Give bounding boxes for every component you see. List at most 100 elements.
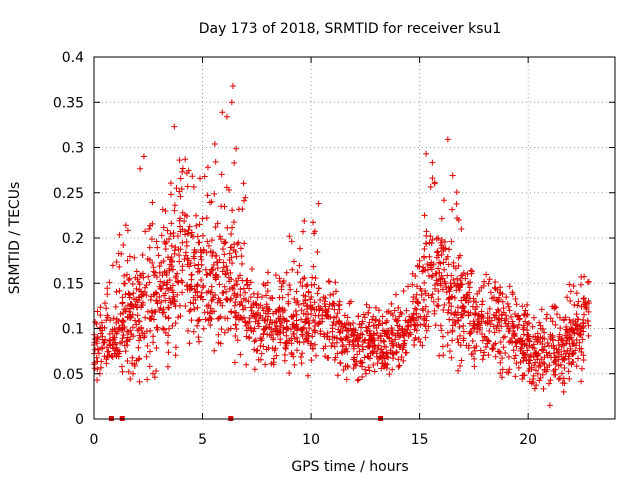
data-point <box>546 402 553 409</box>
data-point <box>534 352 541 359</box>
data-point <box>486 305 493 312</box>
data-point <box>477 324 484 331</box>
data-point <box>464 291 471 298</box>
data-point <box>166 265 173 272</box>
data-point <box>365 364 372 371</box>
data-point <box>449 337 456 344</box>
data-point <box>400 287 407 294</box>
data-point <box>147 327 154 334</box>
data-point <box>361 314 368 321</box>
data-point <box>560 388 567 395</box>
data-point <box>556 314 563 321</box>
data-point <box>426 272 433 279</box>
data-point <box>212 158 219 165</box>
data-point <box>219 109 226 116</box>
data-point <box>286 282 293 289</box>
data-point <box>283 318 290 325</box>
data-point <box>574 316 581 323</box>
data-point <box>358 320 365 327</box>
data-point <box>541 354 548 361</box>
data-point <box>199 232 206 239</box>
data-point <box>215 339 222 346</box>
data-point <box>194 322 201 329</box>
data-point <box>373 316 380 323</box>
data-point <box>366 319 373 326</box>
data-point <box>506 339 513 346</box>
data-point <box>127 375 134 382</box>
data-point <box>487 289 494 296</box>
data-point <box>227 244 234 251</box>
data-point <box>166 295 173 302</box>
data-point <box>261 327 268 334</box>
data-point <box>234 337 241 344</box>
data-point <box>254 290 261 297</box>
data-point <box>209 237 216 244</box>
data-point <box>146 244 153 251</box>
data-point <box>400 357 407 364</box>
data-point <box>479 298 486 305</box>
data-point <box>583 305 590 312</box>
data-point <box>332 279 339 286</box>
data-point <box>429 175 436 182</box>
data-point <box>281 357 288 364</box>
data-point <box>414 299 421 306</box>
data-point <box>457 342 464 349</box>
data-point <box>280 278 287 285</box>
data-point <box>428 266 435 273</box>
data-point <box>135 356 142 363</box>
data-point <box>432 285 439 292</box>
data-point <box>106 279 113 286</box>
data-point <box>407 331 414 338</box>
data-point <box>524 311 531 318</box>
data-point <box>336 306 343 313</box>
x-tick-label: 20 <box>519 432 537 448</box>
data-point <box>552 371 559 378</box>
data-point <box>204 238 211 245</box>
data-point <box>161 326 168 333</box>
data-point <box>307 296 314 303</box>
data-point <box>251 366 258 373</box>
data-point <box>331 356 338 363</box>
data-point <box>405 283 412 290</box>
data-point <box>524 301 531 308</box>
x-tick-label: 5 <box>198 432 207 448</box>
data-point <box>214 220 221 227</box>
data-point <box>174 291 181 298</box>
data-point <box>455 284 462 291</box>
data-point <box>113 259 120 266</box>
data-point <box>555 342 562 349</box>
data-point <box>193 212 200 219</box>
data-point <box>142 228 149 235</box>
data-point <box>130 370 137 377</box>
axis-ticks <box>93 56 615 420</box>
data-point <box>443 284 450 291</box>
data-point <box>122 222 129 229</box>
data-point <box>540 347 547 354</box>
data-point <box>532 349 539 356</box>
data-point <box>469 337 476 344</box>
data-point <box>436 259 443 266</box>
data-point <box>569 340 576 347</box>
data-point <box>133 303 140 310</box>
data-point <box>119 317 126 324</box>
data-point <box>138 288 145 295</box>
data-point <box>320 294 327 301</box>
data-point <box>351 356 358 363</box>
data-point <box>259 315 266 322</box>
data-point <box>153 297 160 304</box>
data-point <box>403 330 410 337</box>
data-point <box>456 287 463 294</box>
data-point <box>387 349 394 356</box>
data-point <box>232 299 239 306</box>
data-point <box>552 321 559 328</box>
data-point <box>190 300 197 307</box>
data-point <box>240 285 247 292</box>
data-point <box>222 239 229 246</box>
data-point <box>104 285 111 292</box>
data-point <box>432 270 439 277</box>
data-point <box>555 337 562 344</box>
data-point <box>228 231 235 238</box>
data-point <box>424 261 431 268</box>
data-point <box>467 309 474 316</box>
data-point <box>578 365 585 372</box>
